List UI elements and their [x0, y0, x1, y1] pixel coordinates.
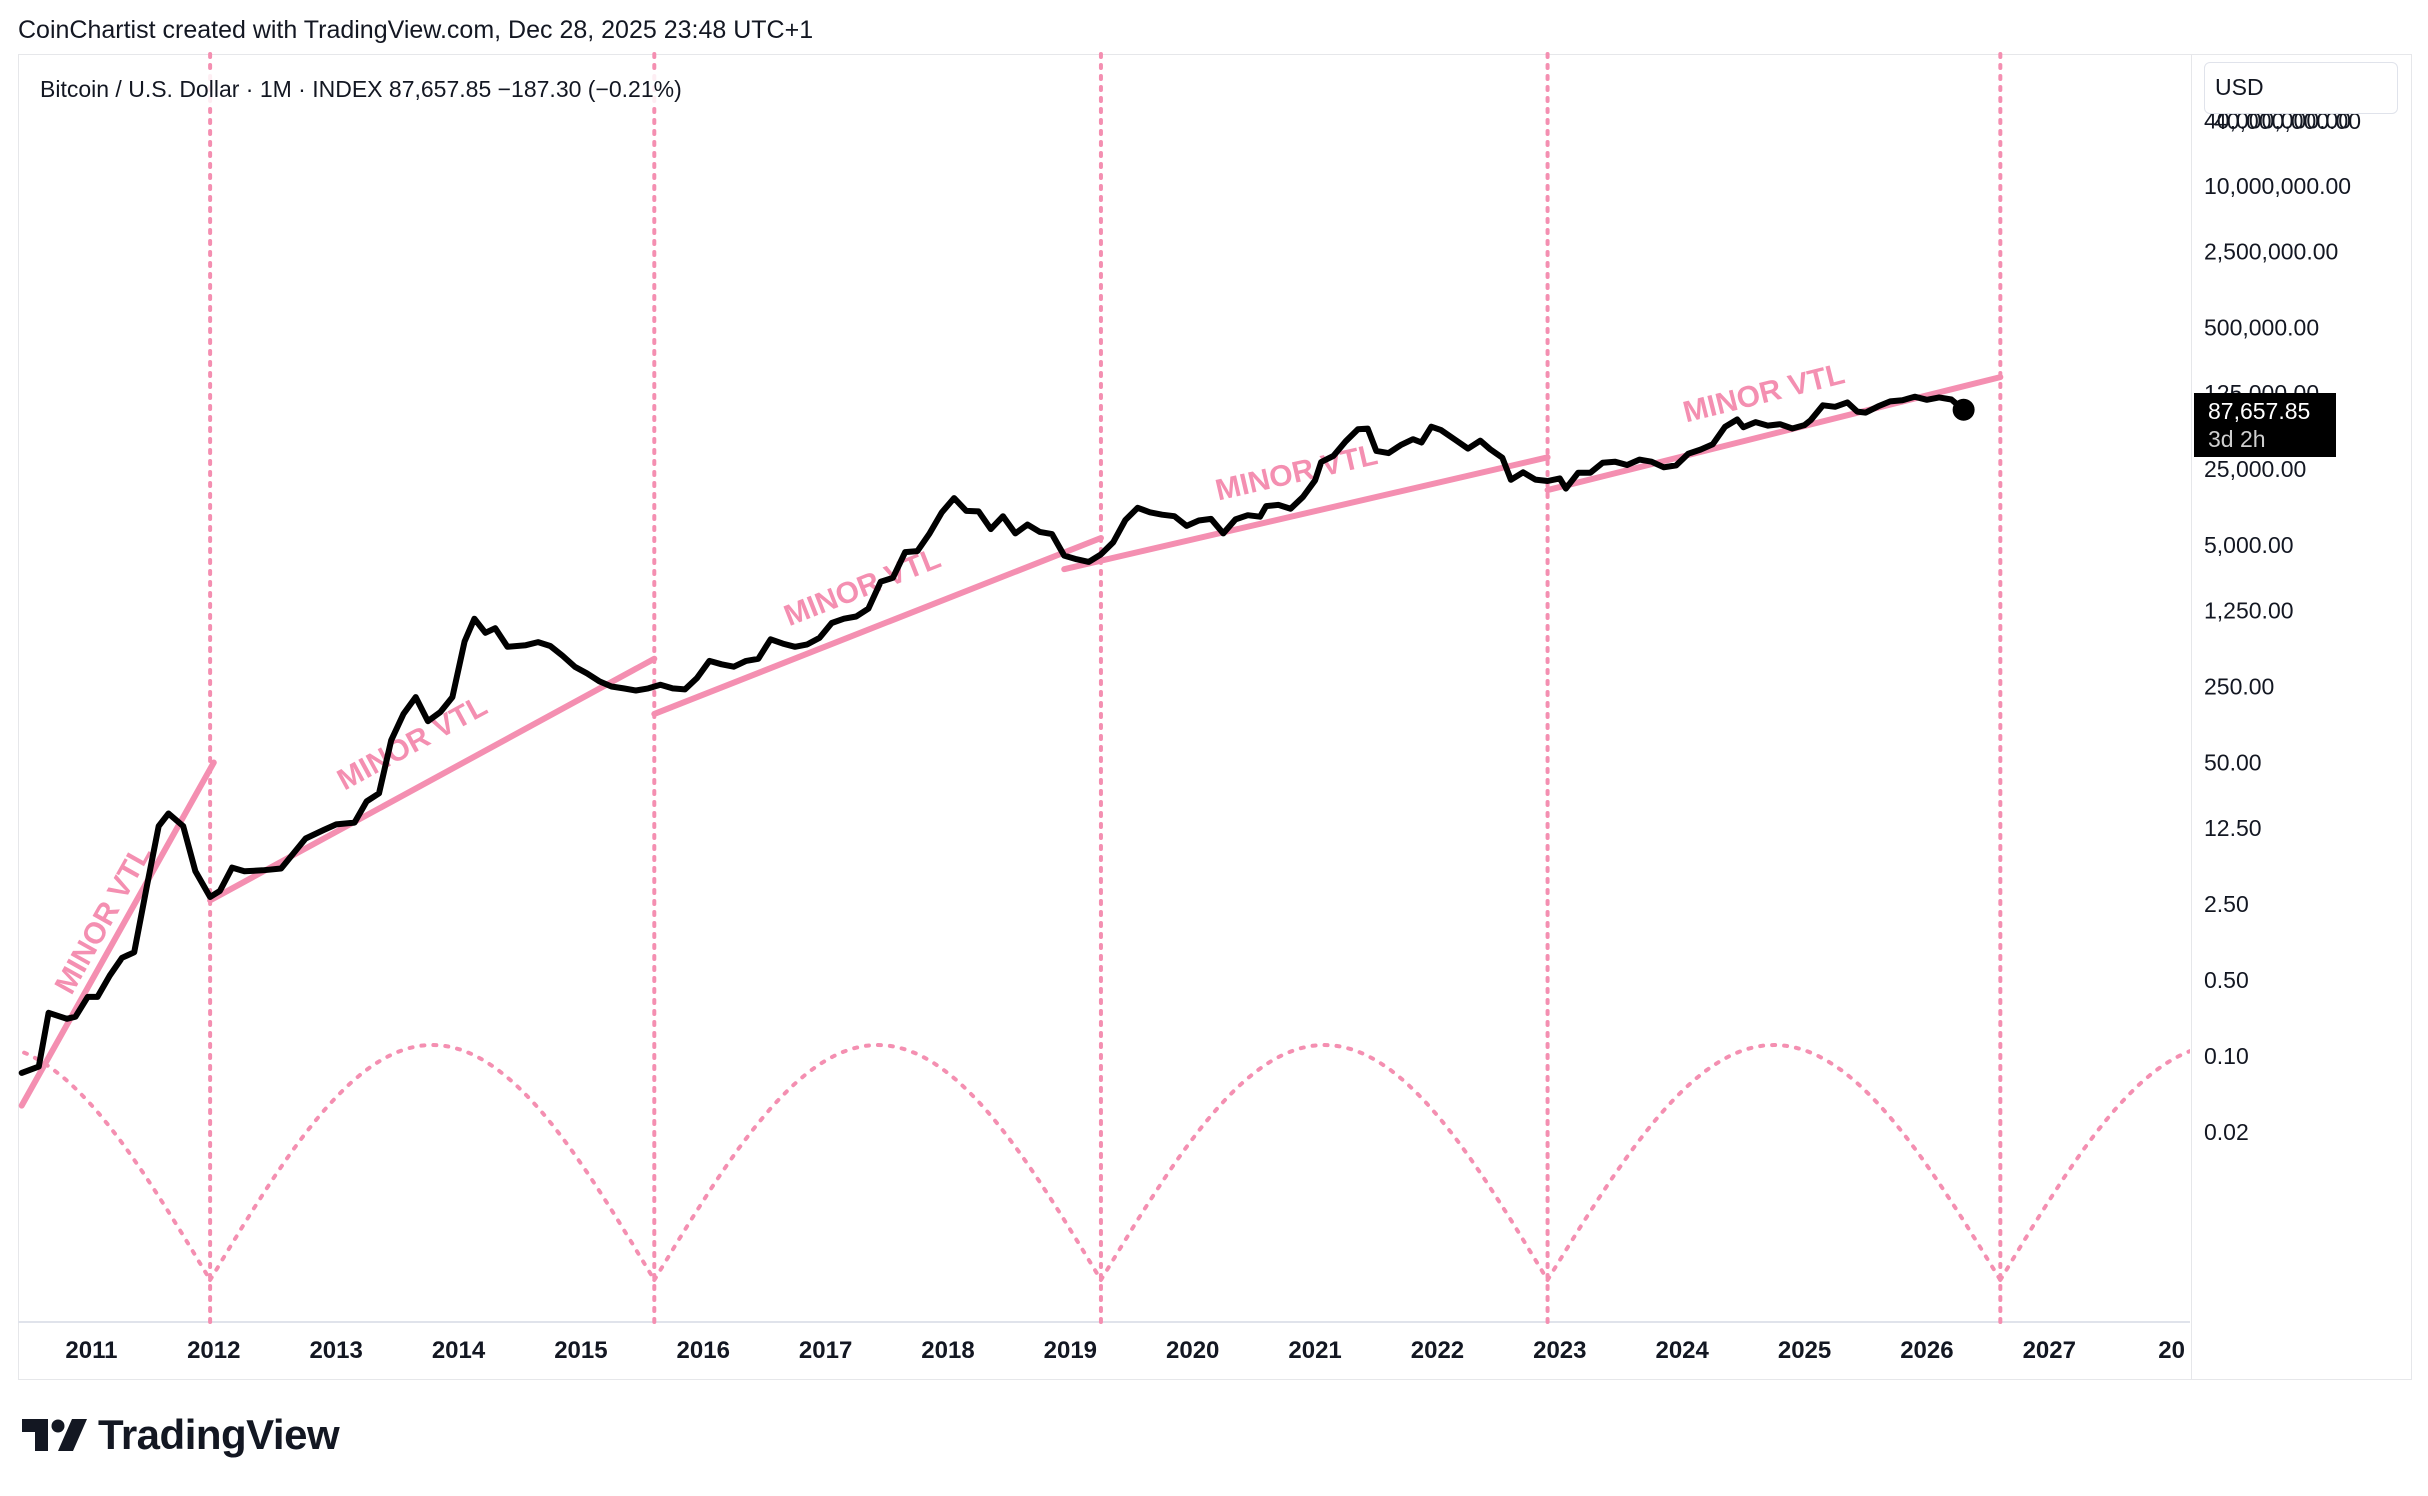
- price-axis-tick-label: 0.50: [2204, 967, 2249, 993]
- last-price-value: 87,657.85: [2208, 398, 2311, 424]
- time-axis-tick-label: 2011: [65, 1337, 117, 1364]
- price-axis[interactable]: [2190, 54, 2412, 1380]
- vtl-annotation: MINOR VTL: [780, 542, 946, 633]
- vtl-trendline: [1544, 374, 2004, 494]
- price-axis-tick-label: 250.00: [2204, 674, 2274, 700]
- price-axis-tick-label: 0.02: [2204, 1119, 2249, 1145]
- cycle-arc: [652, 1042, 1103, 1282]
- last-price-label: 87,657.85 3d 2h: [2194, 393, 2336, 457]
- price-axis-tick-label: 2.50: [2204, 891, 2249, 917]
- price-axis-tick-label: 0.10: [2204, 1043, 2249, 1069]
- time-axis-tick-label: 2026: [1900, 1337, 1953, 1364]
- time-axis-tick-label: 2024: [1655, 1337, 1709, 1364]
- vtl-trendline: [1061, 454, 1551, 573]
- chart-pane[interactable]: [18, 54, 2192, 1380]
- time-axis-tick-label: 2013: [309, 1337, 362, 1364]
- price-axis-tick-label: 5,000.00: [2204, 532, 2294, 558]
- time-axis-tick-label: 2012: [187, 1337, 240, 1364]
- price-axis-tick-label: 10,000,000.00: [2204, 173, 2351, 199]
- price-axis-tick-label: 1,250.00: [2204, 598, 2294, 624]
- time-axis-tick-label: 2016: [677, 1337, 730, 1364]
- vtl-trendline: [207, 655, 658, 904]
- vtl-annotation: MINOR VTL: [1212, 438, 1380, 507]
- tradingview-logo-text: TradingView: [98, 1411, 340, 1458]
- tradingview-logo-icon: [22, 1419, 87, 1451]
- cycle-arc: [1098, 1042, 1550, 1282]
- time-axis-tick-label: 2014: [432, 1337, 486, 1364]
- time-axis-tick-label: 2015: [554, 1337, 607, 1364]
- time-axis-tick-label: 2018: [921, 1337, 974, 1364]
- price-axis-tick-label: 12.50: [2204, 815, 2262, 841]
- time-axis-tick-label: 2025: [1778, 1337, 1831, 1364]
- time-axis-tick-label: 2027: [2023, 1337, 2076, 1364]
- last-price-dot: [1952, 398, 1975, 421]
- price-axis-tick-label: 500,000.00: [2204, 315, 2319, 341]
- time-axis-tick-label: 2022: [1411, 1337, 1464, 1364]
- time-axis-tick-label: 2019: [1044, 1337, 1097, 1364]
- price-axis-tick-label: 2,500,000.00: [2204, 239, 2338, 265]
- cycle-arc: [1998, 1049, 2190, 1282]
- time-axis-tick-label: 2021: [1288, 1337, 1341, 1364]
- time-axis-tick-label: 2020: [1166, 1337, 1219, 1364]
- time-axis-tick-label: 2017: [799, 1337, 852, 1364]
- cycle-arc: [208, 1042, 657, 1282]
- cycle-arc: [18, 1048, 213, 1282]
- time-axis-tick-label: 2023: [1533, 1337, 1586, 1364]
- vtl-trendline: [18, 759, 217, 1109]
- chart-caption: CoinChartist created with TradingView.co…: [18, 16, 814, 44]
- currency-button[interactable]: USD: [2204, 62, 2398, 114]
- time-axis-tick-label: 20: [2158, 1337, 2185, 1364]
- bar-countdown: 3d 2h: [2208, 426, 2266, 452]
- cycle-arc: [1545, 1042, 2003, 1282]
- symbol-legend[interactable]: Bitcoin / U.S. Dollar · 1M · INDEX 87,65…: [36, 74, 686, 105]
- vtl-trendline: [651, 535, 1104, 717]
- price-axis-tick-label: 25,000.00: [2204, 456, 2306, 482]
- price-series-line: [18, 393, 1967, 1076]
- price-axis-tick-label: 50.00: [2204, 750, 2262, 776]
- tradingview-logo[interactable]: TradingView: [22, 1410, 340, 1460]
